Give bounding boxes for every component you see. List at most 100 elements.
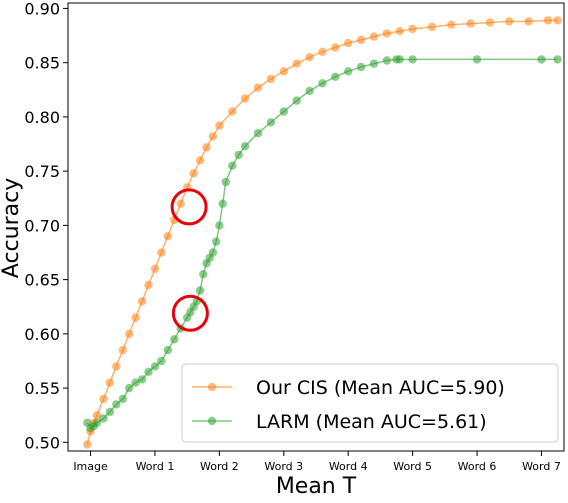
data-point [212, 237, 221, 246]
legend-marker [207, 416, 217, 426]
data-point [112, 362, 121, 371]
y-axis-label: Accuracy [0, 178, 24, 278]
data-point [331, 72, 340, 82]
data-point [215, 221, 224, 230]
data-point [99, 394, 108, 404]
legend-box [181, 363, 559, 443]
data-point [189, 169, 198, 178]
x-tick-label: Word 6 [458, 460, 497, 473]
x-tick-label: Word 4 [329, 460, 368, 473]
data-point [472, 55, 482, 64]
highlight-circle-1 [171, 294, 209, 332]
x-tick-label: Word 3 [264, 460, 303, 473]
data-point [382, 56, 392, 65]
data-point [253, 129, 263, 138]
x-tick-label: Word 5 [393, 460, 432, 473]
plot-area [83, 16, 562, 449]
data-point [408, 24, 417, 34]
data-point [369, 32, 379, 41]
data-point [137, 297, 147, 306]
data-point [240, 142, 250, 151]
axes: 0.50 0.55 0.60 0.65 0.70 0.75 0.80 0.85 0.90 Imag… [24, 0, 565, 473]
data-point [356, 62, 366, 72]
data-point [125, 383, 134, 393]
data-point [395, 55, 404, 64]
data-point [305, 86, 314, 96]
legend: Our CIS (Mean AUC=5.90) LARM (Mean AUC=5.… [181, 363, 559, 443]
y-tick-label: 0.80 [24, 108, 60, 127]
data-point [427, 22, 437, 32]
data-point [553, 55, 562, 64]
data-point [369, 59, 379, 68]
data-point [331, 43, 340, 52]
data-point [318, 79, 327, 88]
data-point [279, 107, 288, 116]
data-point [137, 375, 147, 384]
legend-marker [207, 382, 217, 392]
data-point [292, 96, 301, 105]
data-point [215, 121, 224, 130]
x-tick-label: Word 2 [200, 460, 239, 473]
x-tick-label: Word 7 [522, 460, 561, 473]
data-point [524, 17, 533, 26]
data-point [163, 345, 172, 355]
y-tick-label: 0.75 [24, 162, 60, 181]
data-point [208, 248, 218, 257]
data-point [408, 55, 417, 64]
data-point [279, 67, 288, 76]
data-point [228, 107, 237, 116]
data-point [150, 362, 160, 371]
data-point [485, 18, 495, 27]
data-point [195, 286, 205, 295]
data-point [92, 411, 102, 420]
data-point [157, 248, 166, 257]
data-point [466, 19, 475, 28]
series-1 [83, 55, 562, 433]
data-point [266, 74, 276, 84]
data-point [144, 280, 153, 290]
data-point [112, 400, 121, 409]
y-tick-label: 0.85 [24, 54, 60, 73]
legend-entry-1: LARM (Mean AUC=5.61) [192, 411, 487, 433]
legend-label: Our CIS (Mean AUC=5.90) [256, 377, 505, 399]
data-point [202, 143, 211, 152]
data-point [208, 132, 218, 141]
data-point [144, 367, 153, 376]
data-point [505, 17, 514, 26]
data-point [176, 199, 185, 208]
legend-label: LARM (Mean AUC=5.61) [256, 411, 487, 433]
data-point [105, 378, 115, 387]
y-tick-label: 0.60 [24, 325, 60, 344]
x-axis-label: Mean T [276, 474, 357, 499]
x-tick-label: Image [73, 460, 108, 473]
data-point [221, 177, 230, 187]
data-point [292, 59, 301, 68]
data-point [170, 335, 179, 344]
y-tick-label: 0.65 [24, 271, 60, 290]
data-point [157, 356, 166, 366]
data-point [543, 16, 553, 25]
data-point [447, 20, 456, 29]
data-point [537, 55, 546, 64]
y-tick-label: 0.50 [24, 433, 60, 452]
data-point [125, 329, 134, 338]
data-point [118, 394, 128, 404]
data-point [131, 313, 140, 322]
data-point [356, 35, 366, 45]
data-point [163, 232, 172, 241]
data-point [382, 29, 392, 38]
y-tick-label: 0.55 [24, 379, 60, 398]
data-point [118, 345, 128, 355]
data-point [240, 94, 250, 103]
data-point [92, 418, 102, 427]
data-point [150, 264, 160, 273]
y-tick-label: 0.90 [24, 0, 60, 18]
data-point [318, 47, 327, 56]
data-point [234, 150, 243, 160]
data-point [395, 27, 404, 36]
data-point [553, 16, 562, 25]
data-point [105, 407, 115, 417]
data-point [83, 440, 92, 449]
data-point [344, 38, 353, 48]
